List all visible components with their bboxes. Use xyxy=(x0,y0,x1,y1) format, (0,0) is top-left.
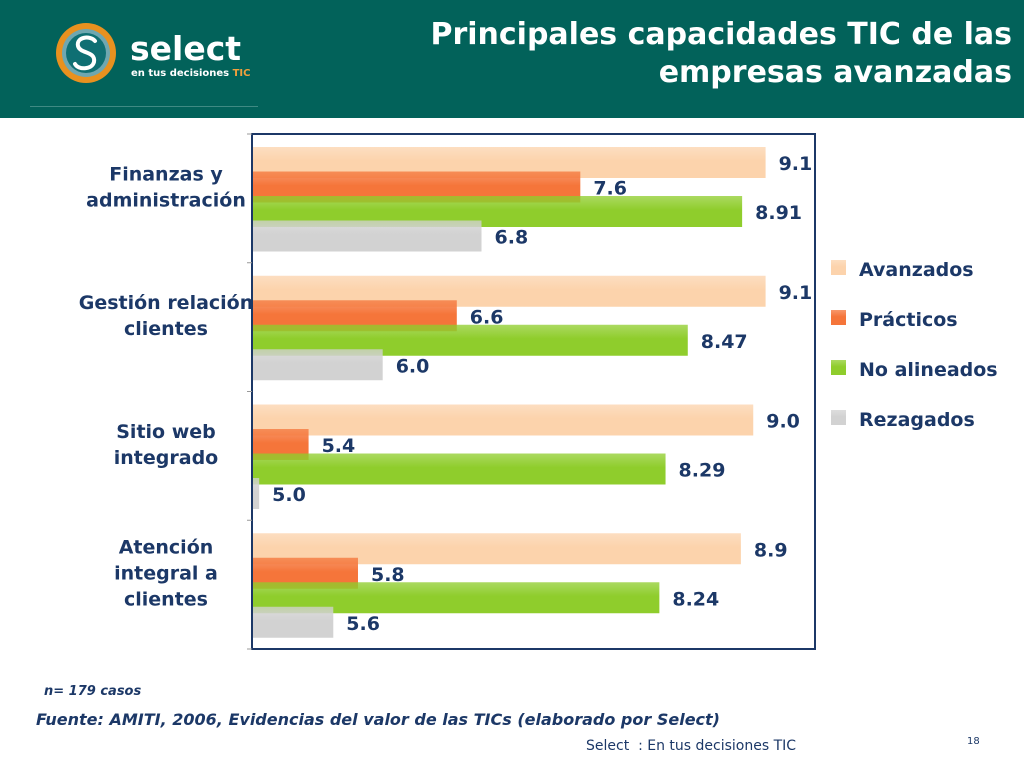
value-label: 9.1 xyxy=(779,153,813,175)
page-title-line-1: Principales capacidades TIC de las xyxy=(430,17,1012,52)
value-label: 7.6 xyxy=(593,178,627,200)
category-label: integrado xyxy=(114,447,218,469)
value-label: 8.91 xyxy=(755,202,802,224)
value-label: 9.0 xyxy=(766,411,800,433)
value-label: 5.8 xyxy=(371,564,405,586)
value-label: 8.47 xyxy=(701,331,748,353)
legend-swatch xyxy=(831,410,846,425)
legend-label: No alineados xyxy=(859,359,998,381)
category-label: clientes xyxy=(124,318,208,340)
page-title: Principales capacidades TIC de las empre… xyxy=(372,16,1012,92)
logo-tagline-accent: TIC xyxy=(232,68,251,79)
legend-swatch xyxy=(831,260,846,275)
sample-size-note: n= 179 casos xyxy=(44,684,142,699)
value-labels-layer: 9.1 7.6 8.91 6.8 9.1 6.6 8.47 6.0 9.0 5.4 8.29 5.0 8… xyxy=(272,153,812,635)
page-title-line-2: empresas avanzadas xyxy=(658,55,1012,90)
category-labels-layer: Finanzas y administración Gestión relación… xyxy=(79,163,254,610)
legend-swatch xyxy=(831,310,846,325)
bar-rezagados xyxy=(253,606,334,638)
bar-rezagados xyxy=(253,220,482,252)
source-citation: Fuente: AMITI, 2006, Evidencias del valo… xyxy=(36,710,720,729)
page-number: 18 xyxy=(967,736,980,747)
select-logo-icon xyxy=(56,23,116,83)
bar-rezagados xyxy=(253,478,260,509)
value-label: 9.1 xyxy=(779,282,813,304)
category-label: clientes xyxy=(124,589,208,611)
value-label: 6.8 xyxy=(495,227,529,249)
bar-no-alineados xyxy=(253,453,666,485)
category-label: Sitio web xyxy=(116,421,216,443)
legend-label: Avanzados xyxy=(859,259,974,281)
value-label: 5.0 xyxy=(272,484,306,506)
logo-divider xyxy=(30,106,258,107)
value-label: 8.24 xyxy=(672,588,719,610)
legend-swatch xyxy=(831,360,846,375)
logo-tagline-main: en tus decisiones xyxy=(131,68,230,79)
value-label: 6.0 xyxy=(396,355,430,377)
value-label: 8.9 xyxy=(754,539,788,561)
logo-tagline: en tus decisiones TIC xyxy=(131,68,251,79)
category-label: Finanzas y xyxy=(109,163,223,185)
bar-avanzados xyxy=(253,404,754,436)
logo-wordmark: select xyxy=(130,29,242,68)
legend-label: Prácticos xyxy=(859,309,958,331)
plot-area xyxy=(247,133,816,650)
legend-label: Rezagados xyxy=(859,409,975,431)
slide-header: select en tus decisiones TIC Principales… xyxy=(0,0,1024,118)
value-label: 6.6 xyxy=(470,306,504,328)
bars-layer xyxy=(253,147,766,638)
category-label: administración xyxy=(86,189,246,211)
category-label: Atención xyxy=(119,537,214,559)
bar-rezagados xyxy=(253,349,383,381)
category-label: Gestión relación xyxy=(79,292,254,314)
footer-brand: Select : En tus decisiones TIC xyxy=(586,738,797,754)
value-label: 8.29 xyxy=(679,460,726,482)
category-label: integral a xyxy=(114,563,218,585)
legend: Avanzados Prácticos No alineados Rezagados xyxy=(831,259,998,431)
value-label: 5.4 xyxy=(322,435,356,457)
value-label: 5.6 xyxy=(346,613,380,635)
